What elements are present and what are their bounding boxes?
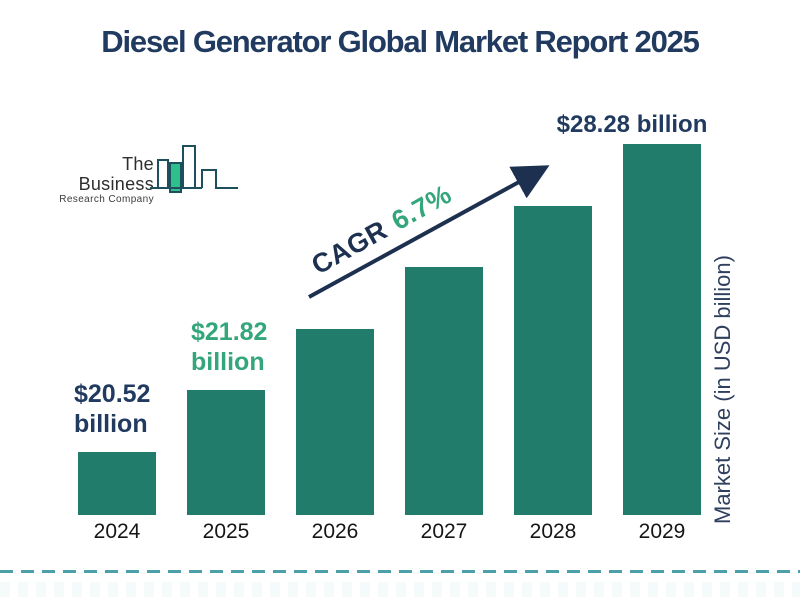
page-title: Diesel Generator Global Market Report 20… — [101, 24, 700, 59]
value-label-2029: $28.28 billion — [556, 111, 708, 138]
value-label-2024: $20.52 billion — [74, 380, 151, 438]
bar-2026 — [296, 329, 374, 515]
logo-subname: Research Company — [59, 194, 154, 205]
y-axis-label: Market Size (in USD billion) — [710, 255, 735, 525]
x-tick-2028: 2028 — [529, 520, 577, 543]
logo-name: The Business — [78, 154, 154, 194]
logo-text: The Business Research Company — [46, 154, 154, 205]
cagr-prefix: CAGR — [306, 214, 393, 281]
cagr-value: 6.7% — [386, 178, 457, 236]
bottom-dashed-divider — [0, 570, 800, 573]
x-tick-2024: 2024 — [93, 520, 141, 543]
company-logo: The Business Research Company — [46, 142, 238, 205]
bar-chart-logo-icon — [150, 145, 238, 193]
x-tick-2027: 2027 — [420, 520, 468, 543]
bar-2027 — [405, 267, 483, 515]
bar-2025 — [187, 390, 265, 515]
bottom-faded-pattern — [0, 582, 800, 597]
x-tick-2025: 2025 — [202, 520, 250, 543]
x-tick-2026: 2026 — [311, 520, 359, 543]
bar-2029 — [623, 144, 701, 515]
value-label-2025: $21.82 billion — [191, 318, 268, 376]
bar-2024 — [78, 452, 156, 515]
bar-2028 — [514, 206, 592, 515]
x-tick-2029: 2029 — [638, 520, 686, 543]
